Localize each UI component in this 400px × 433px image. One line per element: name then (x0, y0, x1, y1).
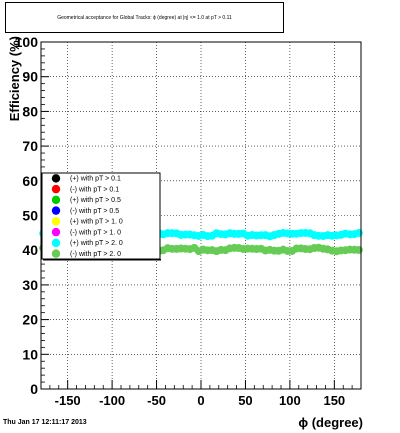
legend-marker (51, 206, 61, 215)
x-tick-label: -150 (55, 393, 81, 408)
legend-marker (51, 217, 61, 226)
legend-entry: (-) with pT > 0.5 (70, 208, 119, 215)
legend-shadow (43, 259, 161, 261)
x-tick-label: -50 (147, 393, 166, 408)
x-axis-label: ϕ (degree) (298, 415, 363, 430)
legend: (+) with pT > 0.1 (-) with pT > 0.1 (+) wi… (41, 172, 161, 261)
legend-marker (51, 184, 61, 194)
legend-entry: (+) with pT > 1. 0 (70, 219, 123, 226)
legend-box (41, 172, 161, 260)
legend-entry: (+) with pT > 2. 0 (70, 240, 123, 247)
legend-entry: (+) with pT > 0.1 (70, 176, 121, 183)
data-point (354, 228, 363, 237)
y-tick-label: 70 (22, 138, 38, 154)
y-tick-label: 100 (15, 34, 39, 50)
x-tick-label: 100 (279, 393, 301, 408)
y-tick-label: 60 (22, 173, 38, 189)
legend-entry: (-) with pT > 1. 0 (70, 229, 121, 236)
legend-entry: (-) with pT > 2. 0 (70, 251, 121, 258)
y-tick-label: 30 (22, 277, 38, 293)
chart-title-text: Geometrical acceptance for Global Tracks… (57, 14, 232, 21)
legend-marker (51, 195, 61, 205)
x-tick-label: 0 (197, 393, 204, 408)
x-tick-label: 150 (323, 393, 345, 408)
y-tick-label: 10 (22, 346, 38, 362)
legend-marker (51, 174, 61, 183)
y-tick-label: 0 (30, 381, 38, 397)
chart-title: Geometrical acceptance for Global Tracks… (5, 2, 284, 33)
legend-entry: (+) with pT > 0.5 (70, 197, 121, 204)
legend-marker (51, 249, 61, 258)
y-tick-label: 50 (22, 208, 38, 224)
y-tick-label: 80 (22, 103, 38, 119)
grid-lines (41, 42, 361, 389)
data-point (354, 245, 363, 254)
y-tick-label: 20 (22, 312, 38, 328)
tick-labels: 0 10 20 30 40 50 60 70 80 90 100 -150 -100 -50 0 50 100 1… (15, 34, 346, 408)
legend-marker (51, 227, 61, 237)
x-tick-label: -100 (99, 393, 125, 408)
timestamp-footer: Thu Jan 17 12:11:17 2013 (3, 419, 87, 426)
x-tick-label: 50 (238, 393, 252, 408)
legend-entry: (-) with pT > 0.1 (70, 186, 119, 193)
y-tick-label: 40 (22, 242, 38, 258)
y-tick-label: 90 (22, 69, 38, 85)
legend-marker (51, 238, 61, 248)
y-axis-label: Efficiency (%) (7, 36, 22, 121)
